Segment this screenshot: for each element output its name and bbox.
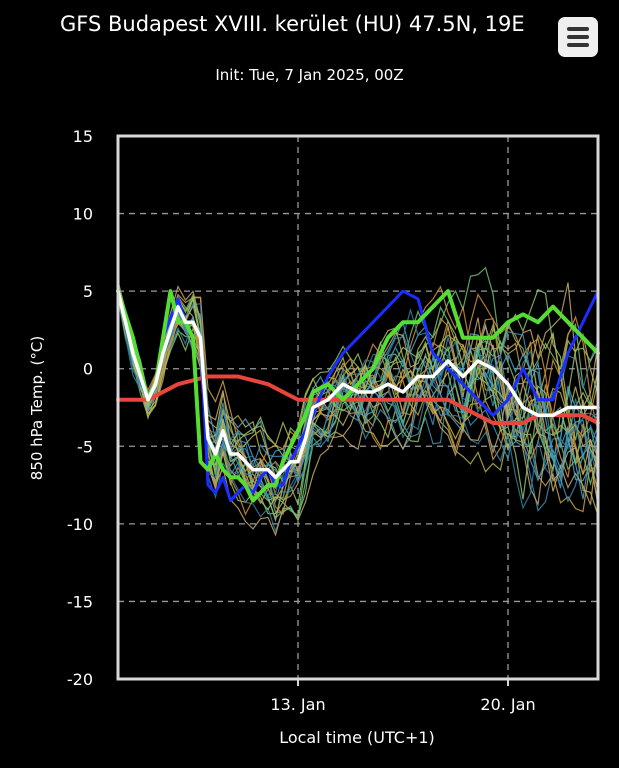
init-subtitle: Init: Tue, 7 Jan 2025, 00Z <box>215 66 404 84</box>
page-title: GFS Budapest XVIII. kerület (HU) 47.5N, … <box>60 12 525 36</box>
y-tick-label: -5 <box>77 437 93 456</box>
ensemble-mean-line <box>116 289 600 480</box>
hamburger-menu-icon[interactable] <box>558 17 598 57</box>
ensemble-member-line <box>117 293 599 519</box>
y-tick-label: 5 <box>83 282 93 301</box>
y-tick-label: 10 <box>73 205 93 224</box>
ensemble-member-line <box>117 291 599 510</box>
menu-bar <box>567 27 589 31</box>
x-tick-label: 13. Jan <box>270 695 325 714</box>
menu-bar <box>567 35 589 39</box>
y-tick-label: -20 <box>67 670 93 689</box>
x-axis-label: Local time (UTC+1) <box>279 728 435 747</box>
plot-frame <box>116 134 600 681</box>
ensemble-member-line <box>117 284 599 483</box>
control-run-line <box>116 289 600 503</box>
y-tick-label: 15 <box>73 127 93 146</box>
climate-mean-line <box>116 374 600 425</box>
y-tick-label: 0 <box>83 360 93 379</box>
y-axis-ticks: 15 10 5 0 -5 -10 -15 -20 <box>67 127 93 689</box>
ensemble-member-line <box>117 283 599 466</box>
y-tick-label: -10 <box>67 515 93 534</box>
y-tick-label: -15 <box>67 592 93 611</box>
ensemble-member-line <box>117 283 599 523</box>
menu-bar <box>567 43 589 47</box>
grid-lines <box>118 136 598 679</box>
x-axis-ticks: 13. Jan 20. Jan <box>270 679 536 714</box>
ensemble-member-line <box>117 285 599 490</box>
plot-lines <box>116 266 600 537</box>
x-tick-label: 20. Jan <box>480 695 535 714</box>
y-axis-label: 850 hPa Temp. (°C) <box>28 336 46 480</box>
